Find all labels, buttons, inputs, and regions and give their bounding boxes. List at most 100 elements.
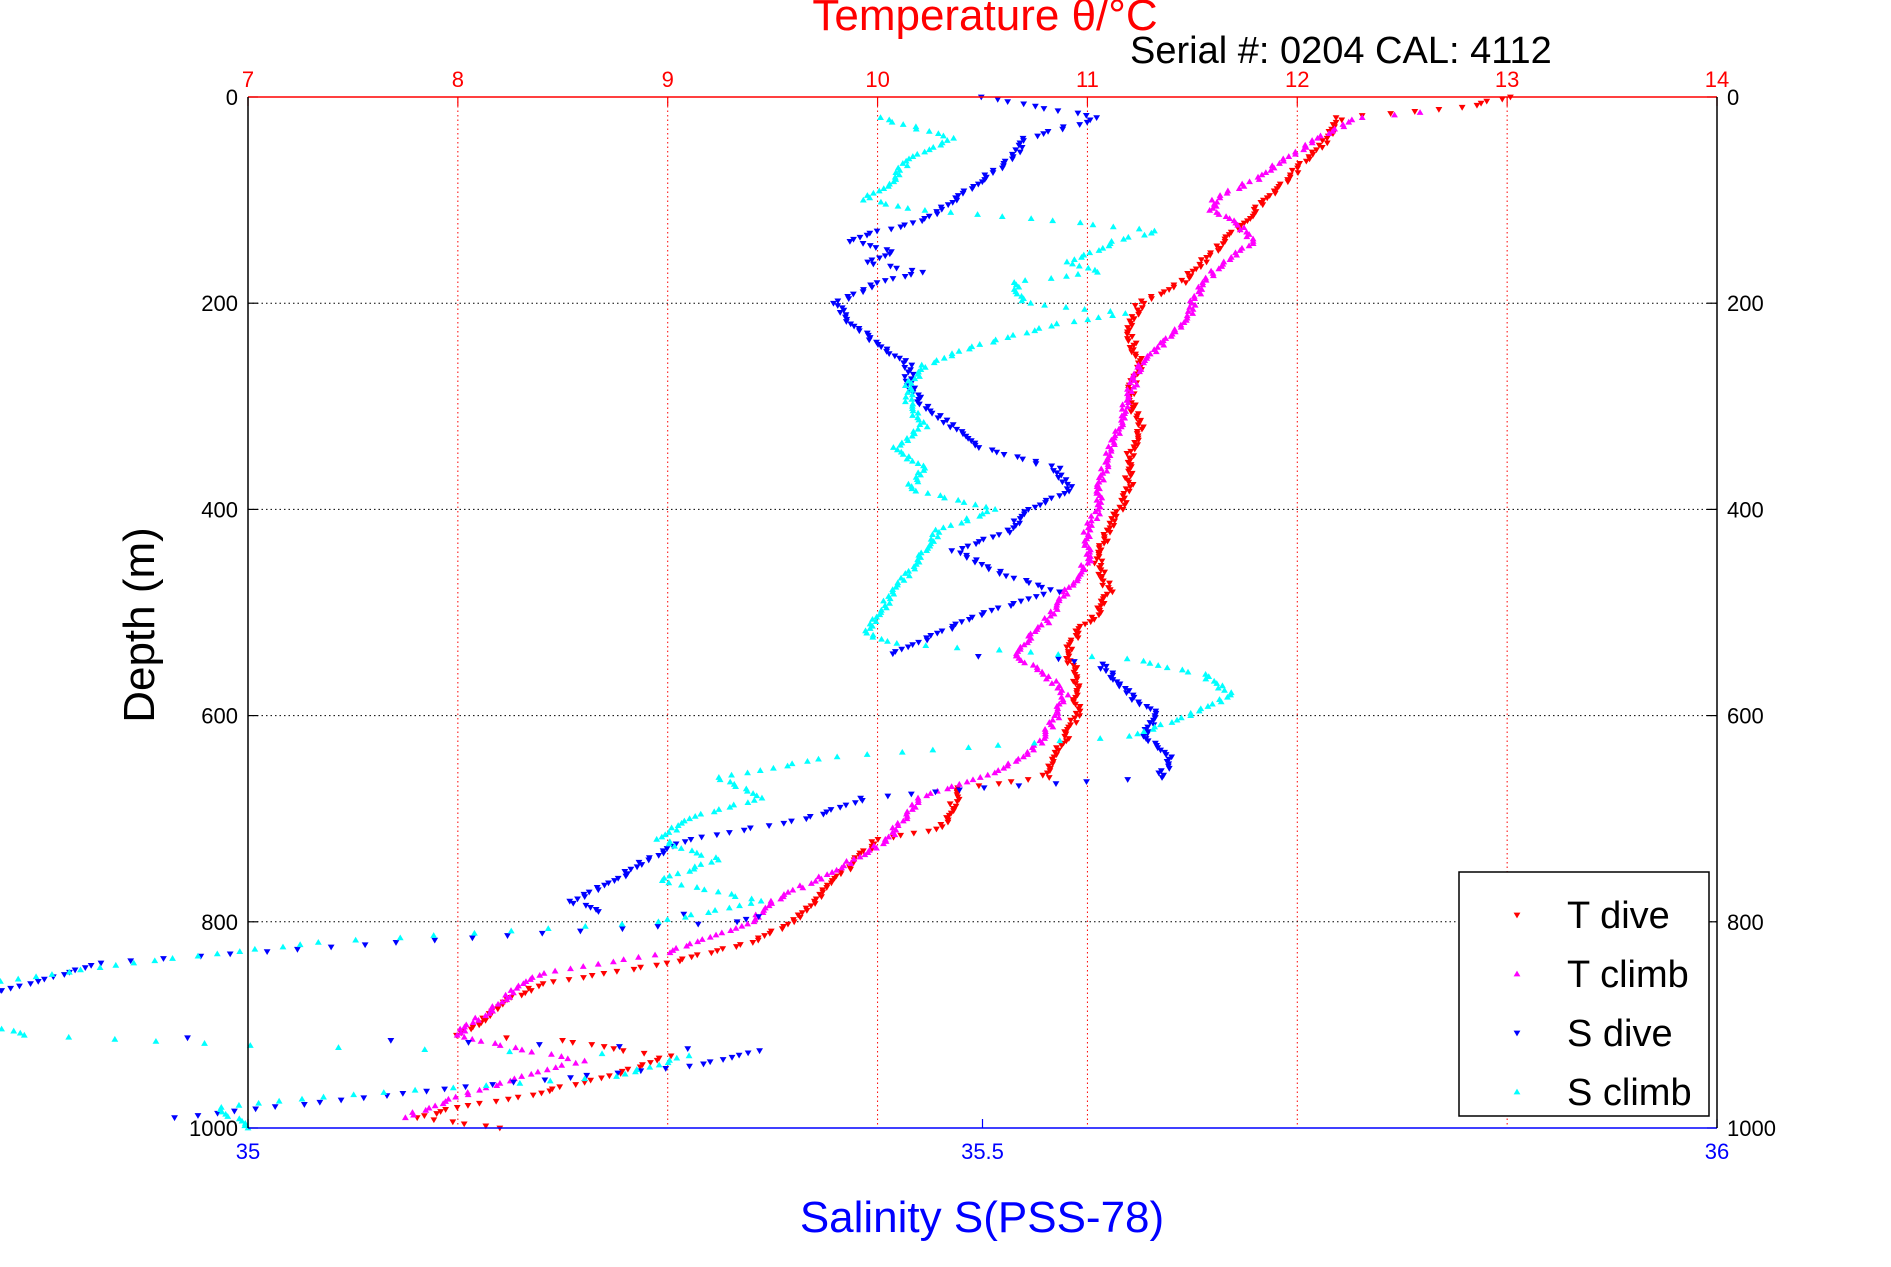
- data-point: [544, 925, 552, 932]
- data-point: [1061, 490, 1069, 497]
- data-point: [686, 815, 694, 822]
- data-point: [1219, 241, 1227, 248]
- data-point: [1096, 510, 1104, 517]
- data-point: [974, 653, 982, 660]
- data-point: [1329, 127, 1336, 134]
- data-point: [1202, 670, 1210, 677]
- temperature-axis-title: Temperature θ/°C: [812, 0, 1157, 40]
- data-point: [980, 785, 988, 792]
- data-point: [744, 920, 752, 927]
- data-point: [1044, 128, 1052, 135]
- data-point: [1116, 504, 1124, 511]
- data-point: [1099, 582, 1107, 589]
- data-point: [527, 976, 534, 982]
- data-point: [1125, 338, 1132, 345]
- data-point: [749, 790, 757, 796]
- legend-marker: [1513, 1088, 1521, 1095]
- data-point: [1236, 226, 1244, 233]
- data-point: [1040, 131, 1047, 138]
- data-point: [1004, 99, 1012, 105]
- data-point: [1043, 675, 1050, 682]
- data-point: [938, 628, 946, 635]
- data-point: [904, 389, 912, 395]
- data-point: [1059, 698, 1067, 705]
- data-point: [901, 222, 908, 229]
- data-point: [491, 1040, 499, 1046]
- data-point: [1031, 628, 1039, 635]
- data-point: [194, 1113, 202, 1119]
- data-point: [1039, 670, 1047, 677]
- data-point: [907, 379, 915, 386]
- temperature-tick-label: 13: [1495, 67, 1519, 92]
- data-point: [1121, 414, 1129, 421]
- data-point: [1007, 603, 1015, 610]
- data-point: [1055, 714, 1063, 721]
- data-point: [556, 1084, 564, 1091]
- data-point: [1093, 556, 1101, 563]
- data-point: [569, 1040, 577, 1046]
- data-point: [1206, 207, 1214, 213]
- data-point: [65, 968, 73, 975]
- data-point: [1058, 743, 1066, 749]
- data-point: [894, 819, 902, 826]
- data-point: [856, 234, 864, 241]
- data-point: [1110, 438, 1118, 445]
- data-point: [1054, 709, 1062, 716]
- data-point: [975, 539, 983, 545]
- data-point: [849, 291, 857, 298]
- data-point: [726, 778, 734, 785]
- data-point: [664, 1059, 672, 1066]
- data-point: [828, 880, 835, 887]
- data-point: [1123, 331, 1131, 338]
- data-point: [750, 796, 758, 803]
- data-point: [885, 182, 892, 189]
- data-point: [851, 800, 859, 807]
- data-point: [1155, 770, 1163, 777]
- data-point: [890, 444, 897, 450]
- data-point: [726, 803, 734, 810]
- data-point: [855, 328, 863, 335]
- data-point: [471, 929, 478, 936]
- data-point: [1180, 319, 1188, 326]
- data-point: [953, 644, 961, 651]
- data-point: [160, 956, 167, 962]
- data-point: [908, 386, 916, 393]
- data-point: [587, 904, 594, 911]
- data-point: [738, 922, 746, 929]
- data-point: [1125, 732, 1133, 739]
- data-point: [784, 921, 792, 928]
- data-point: [713, 832, 721, 839]
- data-point: [914, 799, 922, 806]
- data-point: [912, 487, 920, 494]
- data-point: [1083, 550, 1091, 557]
- data-point: [1135, 225, 1143, 232]
- data-point: [1070, 659, 1078, 665]
- data-point: [660, 850, 667, 857]
- data-point: [665, 879, 673, 886]
- data-point: [1081, 542, 1089, 548]
- data-point: [1152, 348, 1160, 355]
- data-point: [1177, 323, 1185, 330]
- data-point: [1048, 463, 1056, 470]
- data-point: [1012, 758, 1020, 764]
- data-point: [464, 1091, 472, 1098]
- data-point: [1121, 502, 1129, 509]
- data-point: [811, 901, 819, 907]
- data-point: [901, 274, 909, 280]
- data-point: [912, 125, 920, 132]
- data-point: [1144, 738, 1152, 745]
- data-point: [1309, 151, 1317, 158]
- data-point: [799, 884, 807, 891]
- data-point: [881, 253, 889, 260]
- data-point: [638, 862, 646, 868]
- data-point: [1458, 104, 1466, 111]
- data-point: [994, 767, 1002, 773]
- data-point: [876, 611, 884, 618]
- data-point: [1128, 349, 1136, 356]
- data-point: [1015, 142, 1023, 149]
- data-point: [461, 1023, 468, 1030]
- data-point: [1132, 353, 1140, 360]
- data-point: [925, 828, 933, 835]
- data-point: [901, 374, 909, 380]
